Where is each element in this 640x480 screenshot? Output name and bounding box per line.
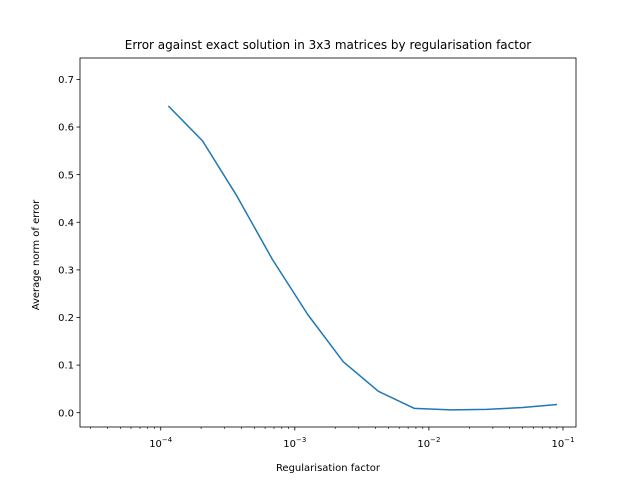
y-tick-label: 0.0 (58, 408, 74, 419)
y-tick-label: 0.5 (58, 170, 74, 181)
x-tick-label: 10−2 (417, 436, 440, 450)
y-tick-label: 0.6 (58, 123, 74, 134)
y-tick-label: 0.3 (58, 265, 74, 276)
x-tick-label: 10−1 (551, 436, 574, 450)
plot-area (167, 105, 558, 411)
y-tick-label: 0.7 (58, 75, 74, 86)
y-tick-label: 0.2 (58, 313, 74, 324)
plot-frame (79, 57, 577, 428)
chart-title: Error against exact solution in 3x3 matr… (125, 38, 532, 52)
axes: 0.0 0.1 0.2 0.3 0.4 0.5 0.6 0.7 10−4 10−3 10−2 10−1 (58, 57, 577, 450)
series-line (167, 105, 558, 411)
x-tick-label: 10−4 (149, 436, 173, 450)
x-axis-label: Regularisation factor (276, 463, 381, 474)
x-tick-label: 10−3 (283, 436, 306, 450)
y-axis-label: Average norm of error (31, 199, 42, 310)
y-tick-label: 0.4 (58, 218, 74, 229)
y-tick-label: 0.1 (58, 361, 74, 372)
